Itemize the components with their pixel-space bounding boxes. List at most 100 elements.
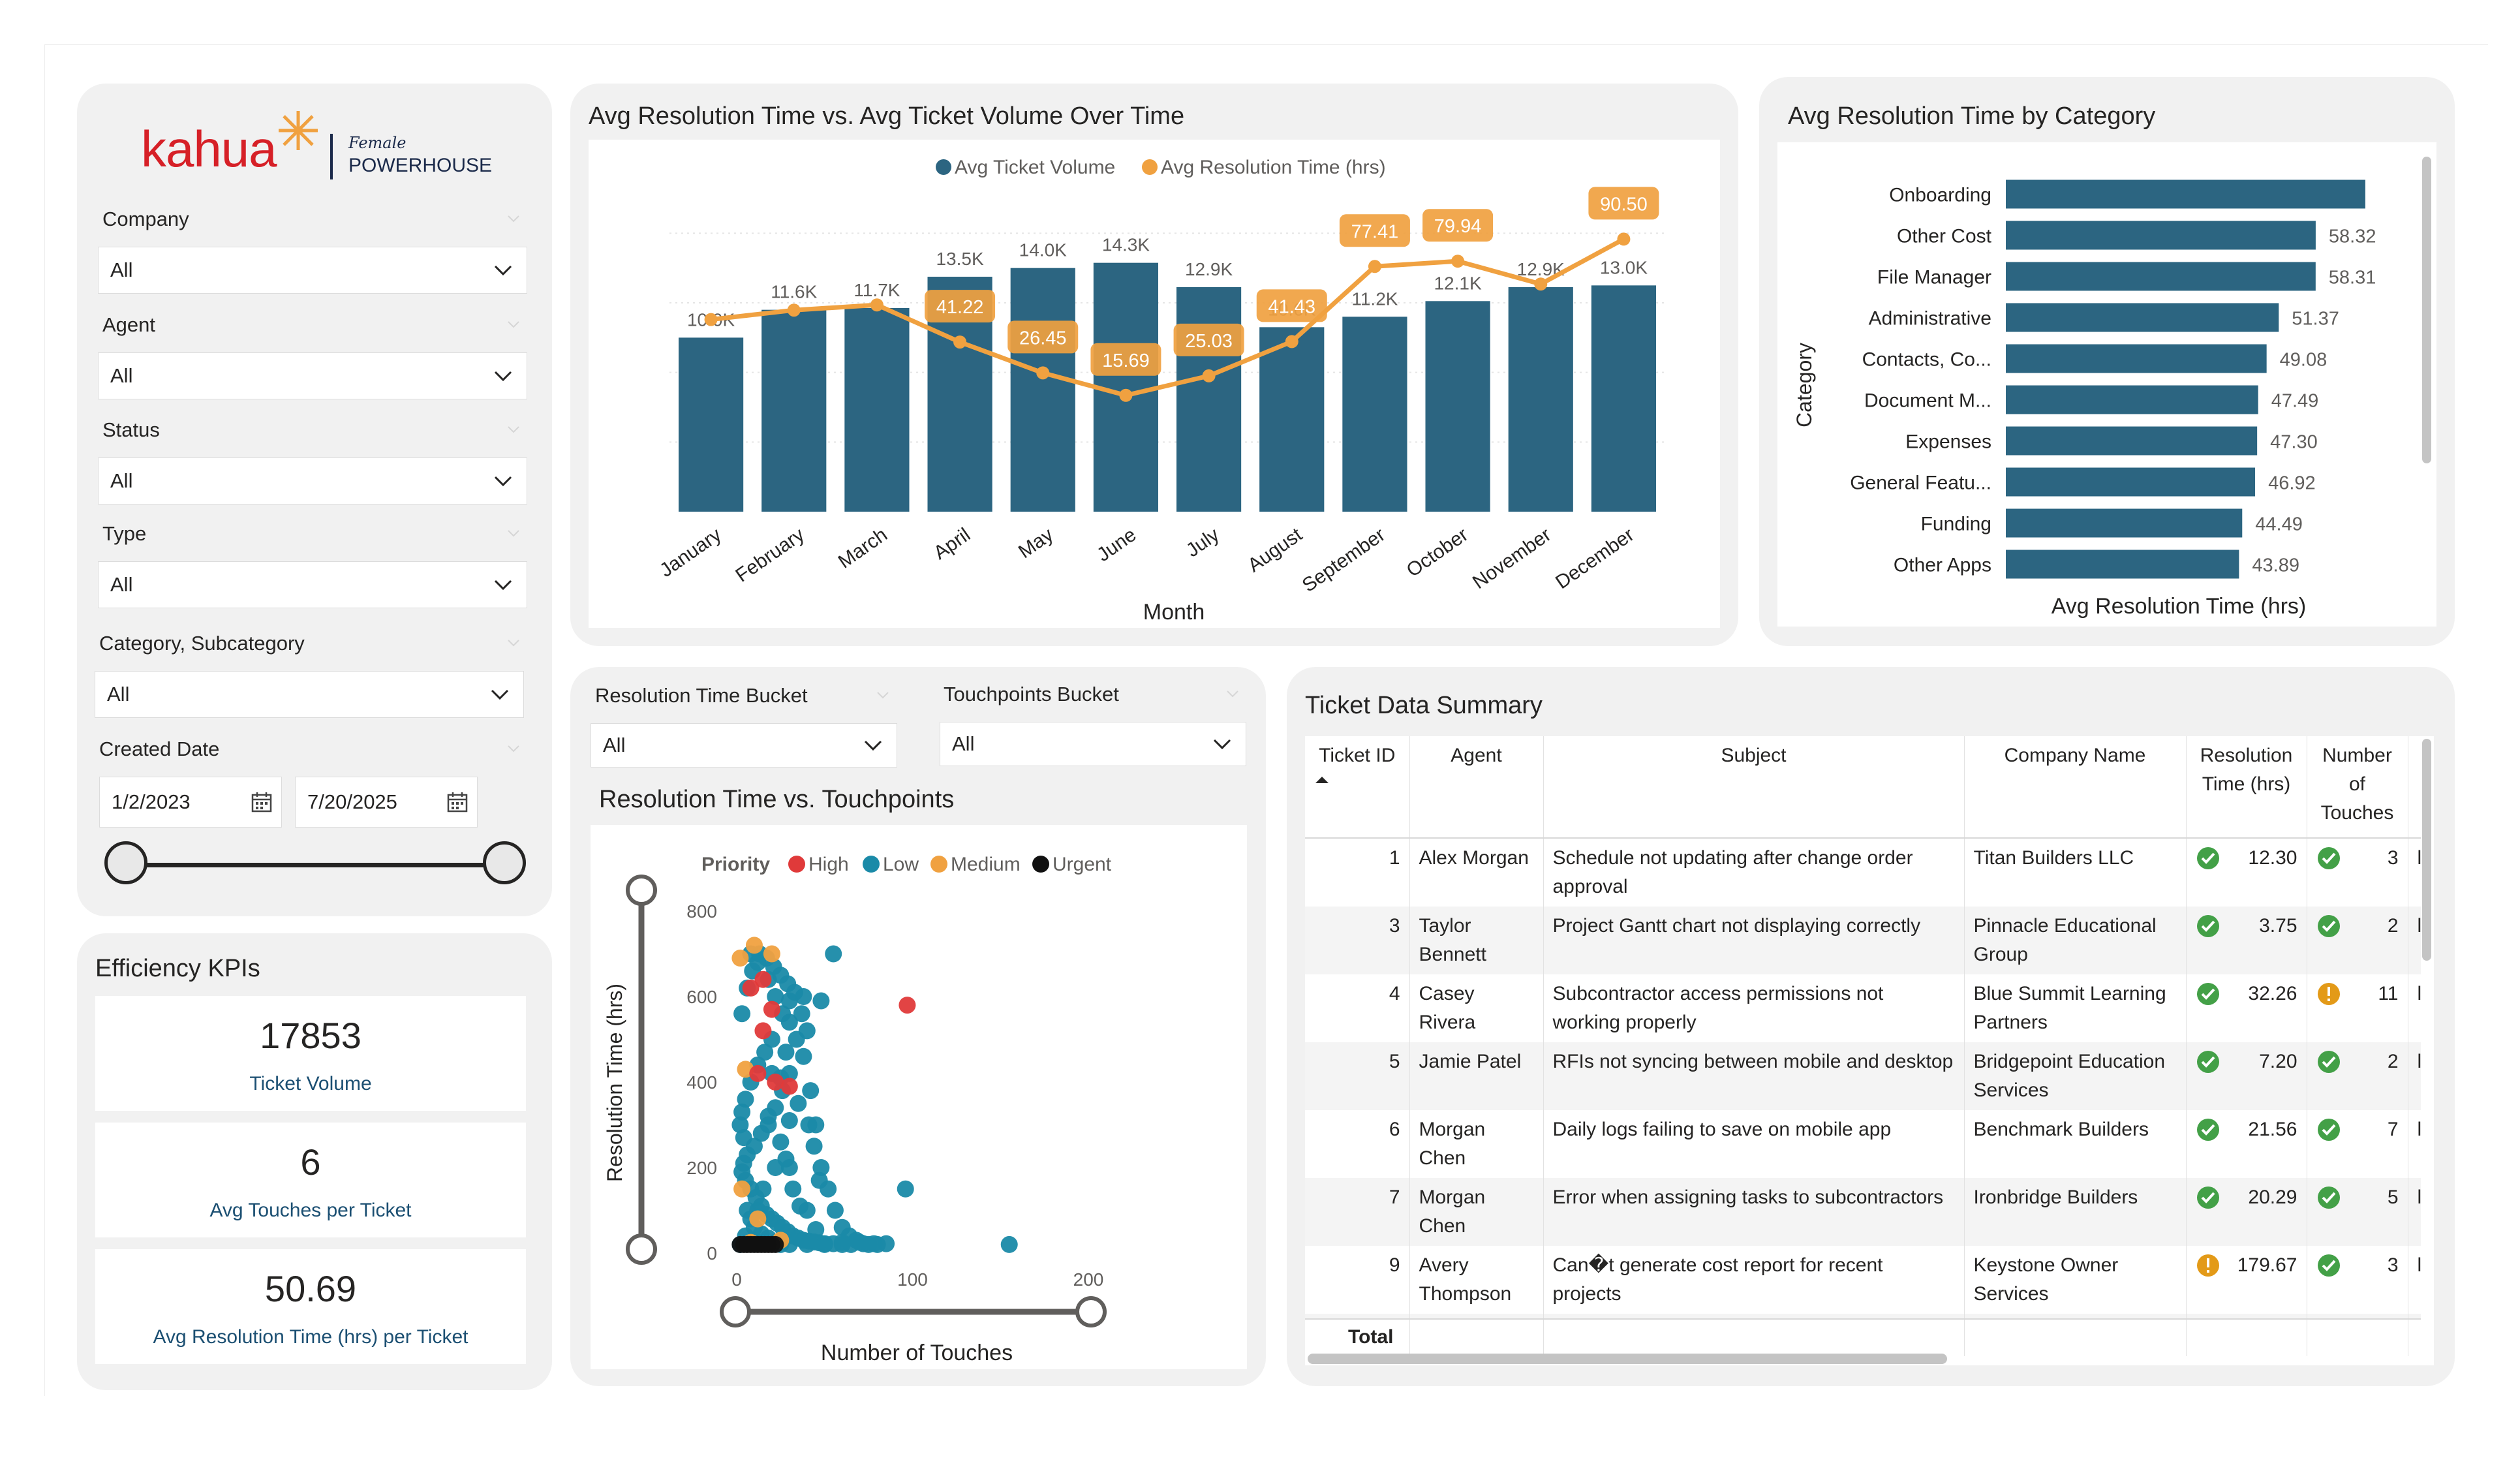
col-header-ticket-id[interactable]: Ticket ID xyxy=(1305,736,1410,839)
table-row[interactable]: 6 Morgan Chen Daily logs failing to save o… xyxy=(1305,1110,2421,1178)
start-date-input[interactable]: 1/2/2023 xyxy=(99,777,282,828)
category-dropdown[interactable]: All xyxy=(95,671,524,718)
resolution-cell: 32.26 xyxy=(2186,974,2307,1042)
line-point-resolution-time xyxy=(1451,255,1465,268)
line-data-label: 79.94 xyxy=(1434,216,1482,237)
company-cell: Ironbridge Builders xyxy=(1964,1178,2187,1246)
scatter-point-medium xyxy=(733,1180,751,1198)
y-tick-label: 800 xyxy=(686,901,717,922)
logo-tagline: POWERHOUSE xyxy=(348,155,493,176)
category-filter-label: Category, Subcategory xyxy=(99,632,305,655)
type-collapse-icon[interactable] xyxy=(505,525,522,542)
clipped-column-text: l xyxy=(2408,1178,2421,1217)
category-collapse-icon[interactable] xyxy=(505,634,522,651)
table-row[interactable]: 5 Jamie Patel RFIs not syncing between mob… xyxy=(1305,1042,2421,1110)
touch-bucket-dropdown[interactable]: All xyxy=(940,722,1246,766)
resolution-time-value: 12.30 xyxy=(2248,847,2297,869)
ticket-table-viewport: Ticket ID Agent Subject Company Name Res… xyxy=(1305,736,2421,1350)
scatter-point-low xyxy=(897,1180,914,1198)
scatter-point-high xyxy=(767,1074,784,1091)
touches-value: 3 xyxy=(2387,847,2399,869)
x-tick-label: November xyxy=(1469,524,1555,593)
col-header-resolution-time[interactable]: Resolution Time (hrs) xyxy=(2186,736,2307,839)
resolution-time-value: 179.67 xyxy=(2237,1254,2297,1276)
table-total-label: Total xyxy=(1348,1326,1394,1348)
subject-cell: Subcontractor access permissions not wor… xyxy=(1543,974,1965,1042)
total-divider xyxy=(2186,1320,2187,1356)
scatter-point-high xyxy=(899,997,916,1014)
scatter-point-low xyxy=(780,1014,798,1031)
date-slider-end-handle[interactable] xyxy=(483,841,526,884)
status-dropdown[interactable]: All xyxy=(98,458,527,504)
total-divider xyxy=(1964,1320,1965,1356)
bar-category xyxy=(2006,508,2243,538)
agent-cell: Avery Thompson xyxy=(1409,1246,1544,1314)
calendar-icon[interactable] xyxy=(446,790,469,814)
legend-label-ticket-volume: Avg Ticket Volume xyxy=(955,157,1115,178)
category-chart: Onboarding Other Cost 58.32 File Manager 58.… xyxy=(1792,157,2431,619)
scatter-point-low xyxy=(780,1064,798,1082)
col-header-company[interactable]: Company Name xyxy=(1964,736,2187,839)
scatter-point-low xyxy=(784,1180,802,1198)
scatter-point-high xyxy=(749,1064,767,1082)
subject-text: Can�t generate cost report for recent pr… xyxy=(1552,1254,1883,1305)
table-row[interactable]: 3 Taylor Bennett Project Gantt chart not d… xyxy=(1305,907,2421,974)
col-header-agent[interactable]: Agent xyxy=(1409,736,1544,839)
date-slider-start-handle[interactable] xyxy=(104,841,147,884)
clipped-column-text: l xyxy=(2408,974,2421,1014)
x-tick-label: 100 xyxy=(897,1269,928,1290)
status-collapse-icon[interactable] xyxy=(505,421,522,438)
company-filter-label: Company xyxy=(102,208,189,230)
kpi-value: 50.69 xyxy=(264,1268,357,1309)
table-horizontal-scrollbar[interactable] xyxy=(1308,1354,1947,1364)
clipped-cell: l xyxy=(2408,1246,2421,1314)
ticket-id-cell: 6 xyxy=(1305,1110,1410,1178)
y-range-slider-handle-bottom xyxy=(626,1233,657,1265)
ticket-id: 1 xyxy=(1389,847,1400,869)
company-dropdown[interactable]: All xyxy=(98,247,527,294)
company-dropdown-value: All xyxy=(110,258,133,281)
resolution-cell: 20.29 xyxy=(2186,1178,2307,1246)
calendar-icon[interactable] xyxy=(250,790,273,814)
resolution-bucket-dropdown[interactable]: All xyxy=(591,723,897,768)
table-row[interactable]: 4 Casey Rivera Subcontractor access permis… xyxy=(1305,974,2421,1042)
resolution-bucket-collapse-icon[interactable] xyxy=(874,687,891,704)
kpi-caption: Avg Touches per Ticket xyxy=(209,1200,412,1221)
col-header-subject[interactable]: Subject xyxy=(1543,736,1965,839)
agent-dropdown[interactable]: All xyxy=(98,352,527,399)
x-tick-label: June xyxy=(1093,524,1140,566)
x-tick-label: March xyxy=(835,524,891,573)
company-collapse-icon[interactable] xyxy=(505,210,522,227)
chevron-down-icon xyxy=(864,740,882,751)
agent-collapse-icon[interactable] xyxy=(505,316,522,333)
line-label-badge xyxy=(925,290,996,323)
touches-value: 7 xyxy=(2387,1119,2399,1140)
chevron-down-icon xyxy=(494,580,512,591)
sort-ascending-icon[interactable] xyxy=(1314,775,1330,784)
legend-label-urgent: Urgent xyxy=(1053,854,1112,875)
type-dropdown[interactable]: All xyxy=(98,561,527,608)
touch-bucket-collapse-icon[interactable] xyxy=(1224,685,1241,702)
combo-chart: Avg Ticket Volume Avg Resolution Time (hr… xyxy=(656,157,1665,625)
agent-name: Alex Morgan xyxy=(1419,847,1529,869)
table-row[interactable]: 1 Alex Morgan Schedule not updating after … xyxy=(1305,838,2421,907)
combo-legend: Avg Ticket Volume Avg Resolution Time (hr… xyxy=(936,157,1386,178)
table-row[interactable]: 7 Morgan Chen Error when assigning tasks t… xyxy=(1305,1178,2421,1246)
chevron-down-icon xyxy=(494,265,512,276)
col-header-touches[interactable]: Number of Touches xyxy=(2307,736,2408,839)
created-date-collapse-icon[interactable] xyxy=(505,740,522,757)
scatter-point-high xyxy=(763,1000,780,1018)
company-name: Bridgepoint Education Services xyxy=(1973,1051,2166,1101)
touches-value: 11 xyxy=(2378,983,2399,1004)
y-tick-label: Administrative xyxy=(1869,308,1991,330)
combo-chart-title: Avg Resolution Time vs. Avg Ticket Volum… xyxy=(589,102,1185,130)
scatter-point-low xyxy=(756,1044,774,1061)
y-tick-label: Other Apps xyxy=(1894,555,1991,576)
touches-cell: 3 xyxy=(2307,1246,2408,1314)
table-vertical-scrollbar[interactable] xyxy=(2422,739,2431,961)
touches-cell: 7 xyxy=(2307,1110,2408,1178)
end-date-input[interactable]: 7/20/2025 xyxy=(295,777,478,828)
resolution-time-value: 20.29 xyxy=(2248,1187,2297,1208)
agent-cell: Casey Rivera xyxy=(1409,974,1544,1042)
table-row[interactable]: 9 Avery Thompson Can�t generate cost repor… xyxy=(1305,1246,2421,1314)
